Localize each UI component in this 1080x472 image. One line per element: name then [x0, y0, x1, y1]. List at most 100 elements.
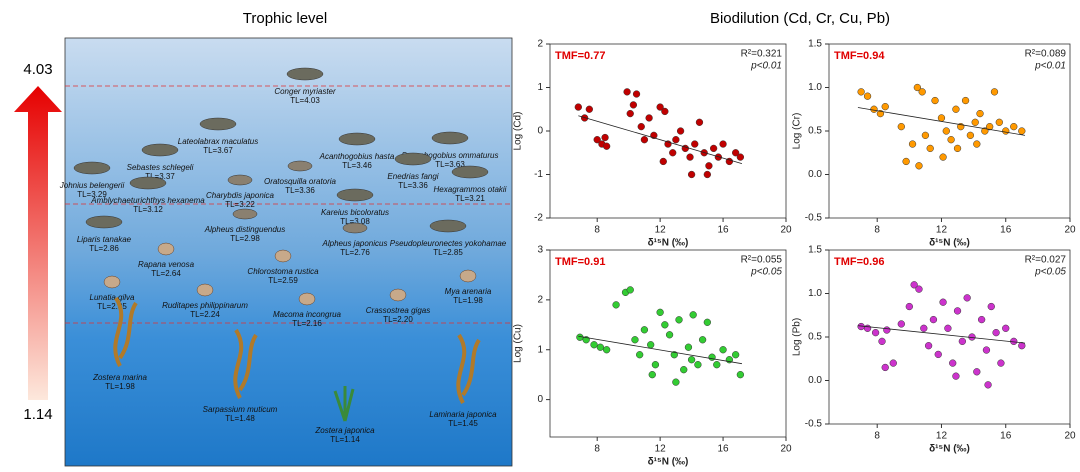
tl-dividers: [65, 85, 512, 324]
point: [612, 301, 620, 309]
tmf-label: TMF=0.94: [834, 50, 885, 62]
point: [732, 351, 740, 359]
point: [931, 96, 939, 105]
y-tick-label: 3: [537, 245, 543, 256]
point: [949, 359, 957, 367]
point: [656, 308, 664, 316]
point: [703, 318, 711, 326]
x-tick-label: 16: [718, 444, 730, 455]
species-icon: [456, 333, 481, 404]
point: [648, 371, 656, 379]
point: [977, 315, 986, 324]
point: [590, 341, 598, 349]
point: [947, 136, 955, 144]
point: [602, 142, 611, 150]
species-tl: TL=1.98: [105, 382, 135, 391]
species-name: Sebastes schlegeli: [127, 163, 194, 172]
point: [953, 307, 962, 315]
point: [640, 326, 649, 334]
point: [661, 107, 669, 116]
species-name: Lunatia gilva: [90, 293, 135, 302]
y-tick-label: 1.5: [808, 39, 822, 50]
x-tick-label: 8: [874, 225, 880, 236]
point: [986, 123, 994, 131]
p-label: p<0.05: [750, 267, 782, 278]
point: [672, 378, 680, 386]
x-tick-label: 20: [780, 225, 792, 236]
species-icon: [342, 222, 368, 234]
species-tl: TL=2.16: [292, 319, 322, 328]
trend-line: [857, 107, 1026, 136]
point: [976, 109, 984, 118]
species-name: Amblychaeturichthys hexanema: [90, 196, 205, 205]
right-title: Biodilution (Cd, Cr, Cu, Pb): [710, 10, 890, 27]
species-tl: TL=2.20: [383, 315, 413, 324]
point: [631, 336, 639, 344]
point: [689, 311, 697, 319]
point: [973, 140, 981, 148]
point: [953, 144, 962, 153]
x-axis-label: δ¹⁵N (‰): [648, 457, 689, 468]
species-name: Oratosquilla oratoria: [264, 177, 337, 186]
species-name: Kareius bicoloratus: [321, 208, 389, 217]
species-tl: TL=3.29: [77, 190, 107, 199]
x-axis-label: δ¹⁵N (‰): [929, 444, 970, 455]
point: [694, 361, 702, 369]
species-icon: [389, 288, 407, 302]
p-label: p<0.01: [750, 61, 782, 72]
r2-label: R²=0.055: [741, 255, 783, 266]
y-tick-label: 0.5: [808, 332, 822, 343]
species-tl: TL=3.36: [285, 186, 315, 195]
point: [676, 127, 685, 135]
species-icon: [394, 152, 432, 166]
y-tick-label: 0: [537, 126, 543, 137]
species-tl: TL=2.35: [97, 302, 127, 311]
species-icon: [338, 132, 376, 146]
species-icon: [129, 176, 167, 190]
point: [881, 102, 889, 111]
point: [665, 331, 674, 339]
species-tl: TL=2.76: [340, 248, 370, 257]
point: [602, 346, 611, 354]
point: [695, 118, 704, 126]
x-tick-label: 8: [594, 444, 600, 455]
point: [937, 114, 946, 122]
scatter-panel: -0.5 0.0 0.5 1.0 1.5 8 12 16 20 δ¹⁵N (‰) Log (Pb) T…: [792, 245, 1076, 455]
point: [732, 149, 740, 157]
point: [647, 341, 655, 349]
y-tick-label: -1: [534, 169, 543, 180]
species-tl: TL=3.46: [342, 161, 372, 170]
y-tick-label: -0.5: [805, 213, 823, 224]
point: [973, 368, 981, 376]
point: [596, 343, 604, 351]
species-name: Macoma incongrua: [273, 310, 342, 319]
species-icon: [459, 269, 477, 283]
x-tick-label: 16: [718, 225, 730, 236]
point: [698, 336, 707, 344]
y-tick-label: -2: [534, 213, 543, 224]
y-axis-label: Log (Cd): [513, 112, 524, 151]
plot-frame: [828, 249, 1071, 425]
point: [971, 118, 979, 126]
point: [883, 326, 891, 334]
species-name: Enedrias fangi: [387, 172, 438, 181]
y-tick-label: 1.0: [808, 82, 822, 93]
r2-label: R²=0.321: [741, 49, 783, 60]
tl-arrow: [14, 86, 62, 400]
species-name: Acanthogobius hasta: [319, 152, 395, 161]
point: [1018, 127, 1026, 135]
point: [990, 88, 999, 96]
plot-frame: [549, 249, 787, 438]
point: [984, 381, 992, 389]
point: [632, 90, 641, 98]
point: [863, 324, 872, 332]
x-tick-label: 12: [655, 225, 667, 236]
point: [881, 363, 889, 372]
y-tick-label: 1.0: [808, 288, 822, 299]
species-name: Mya arenaria: [445, 287, 492, 296]
scale-max: 4.03: [23, 61, 52, 78]
x-tick-label: 12: [936, 431, 948, 442]
x-tick-label: 8: [874, 431, 880, 442]
point: [926, 144, 934, 153]
point: [708, 353, 716, 361]
